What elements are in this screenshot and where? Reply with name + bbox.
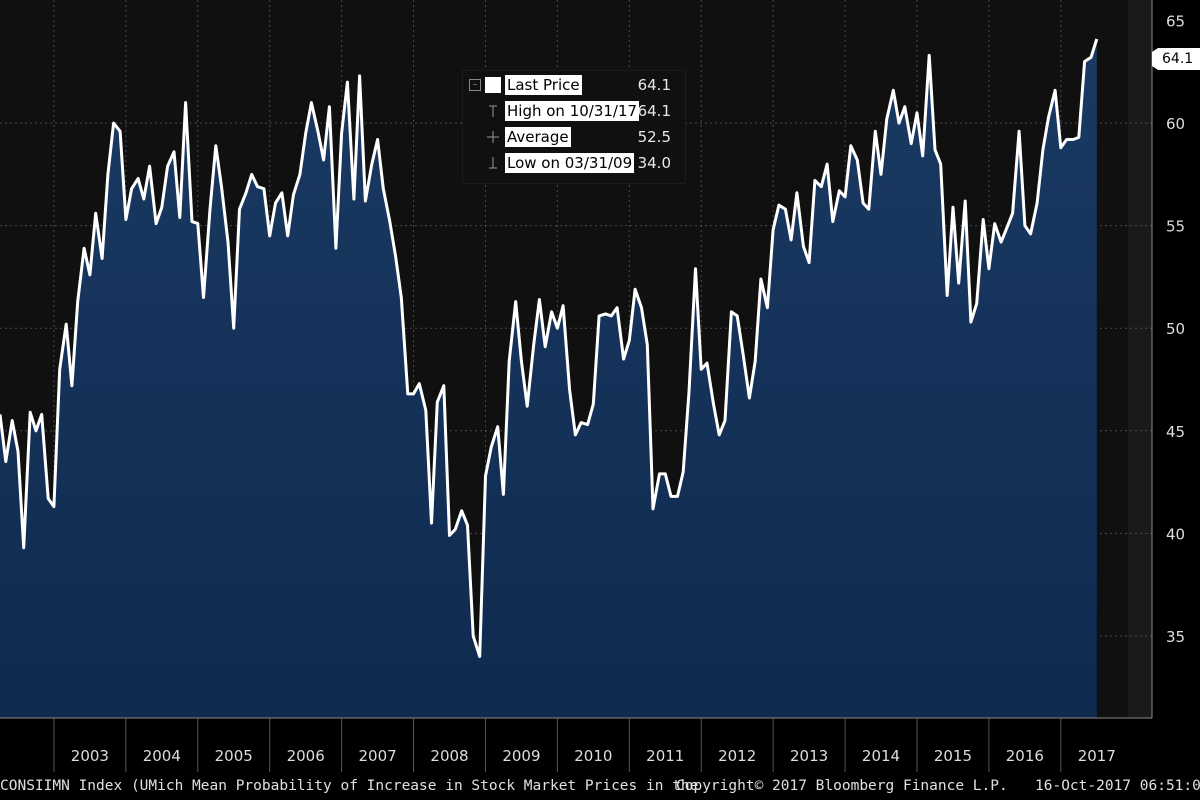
y-tick-label: 55: [1166, 218, 1185, 236]
legend-row-last-price: − Last Price 64.1: [463, 73, 685, 97]
last-value-pointer: [1152, 48, 1158, 70]
x-tick-label: 2005: [215, 747, 253, 765]
legend-value: 64.1: [637, 102, 671, 120]
x-tick-label: 2009: [502, 747, 540, 765]
footer-description: CONSIIMN Index (UMich Mean Probability o…: [0, 778, 699, 794]
y-tick-label: 40: [1166, 525, 1185, 543]
x-tick-label: 2015: [934, 747, 972, 765]
y-axis: 35 40 45 50 55 60 65: [1151, 0, 1185, 718]
legend-value: 34.0: [637, 154, 671, 172]
legend-label: High on 10/31/17: [505, 101, 640, 121]
legend: − Last Price 64.1 High on 10/31/17 64.1 …: [462, 70, 686, 184]
series-area: [0, 39, 1097, 718]
legend-row-high: High on 10/31/17 64.1: [463, 99, 685, 123]
legend-row-low: Low on 03/31/09 34.0: [463, 151, 685, 175]
x-tick-label: 2007: [358, 747, 396, 765]
y-tick-label: 60: [1166, 115, 1185, 133]
plot-right-margin: [1128, 0, 1152, 718]
legend-value: 52.5: [637, 128, 671, 146]
x-tick-label: 2016: [1006, 747, 1044, 765]
series-line: [0, 38, 1099, 658]
y-tick-label: 65: [1166, 13, 1185, 31]
footer-timestamp: 16-Oct-2017 06:51:03: [1035, 778, 1200, 794]
low-marker-icon: [485, 155, 501, 171]
x-tick-label: 2006: [287, 747, 325, 765]
x-axis: 2003 2004 2005 2006 2007 2008 2009 2010 2011 2012…: [0, 717, 1152, 772]
y-tick-label: 35: [1166, 628, 1185, 646]
white-square-icon: [485, 77, 501, 93]
x-tick-label: 2017: [1078, 747, 1116, 765]
high-marker-icon: [485, 103, 501, 119]
last-value-tag: 64.1: [1158, 48, 1200, 70]
legend-value: 64.1: [637, 76, 671, 94]
legend-label: Last Price: [505, 75, 582, 95]
x-tick-label: 2010: [574, 747, 612, 765]
x-tick-label: 2004: [143, 747, 181, 765]
x-tick-label: 2011: [646, 747, 684, 765]
x-tick-label: 2013: [790, 747, 828, 765]
y-tick-label: 50: [1166, 320, 1185, 338]
footer: CONSIIMN Index (UMich Mean Probability o…: [0, 772, 1200, 800]
legend-label: Average: [505, 127, 571, 147]
average-marker-icon: [485, 129, 501, 145]
collapse-icon[interactable]: −: [469, 79, 481, 91]
x-tick-label: 2014: [862, 747, 900, 765]
legend-row-average: Average 52.5: [463, 125, 685, 149]
x-tick-label: 2003: [71, 747, 109, 765]
x-tick-label: 2012: [718, 747, 756, 765]
x-tick-label: 2008: [430, 747, 468, 765]
y-tick-label: 45: [1166, 423, 1185, 441]
footer-copyright: Copyright© 2017 Bloomberg Finance L.P.: [676, 778, 1008, 794]
legend-label: Low on 03/31/09: [505, 153, 635, 173]
